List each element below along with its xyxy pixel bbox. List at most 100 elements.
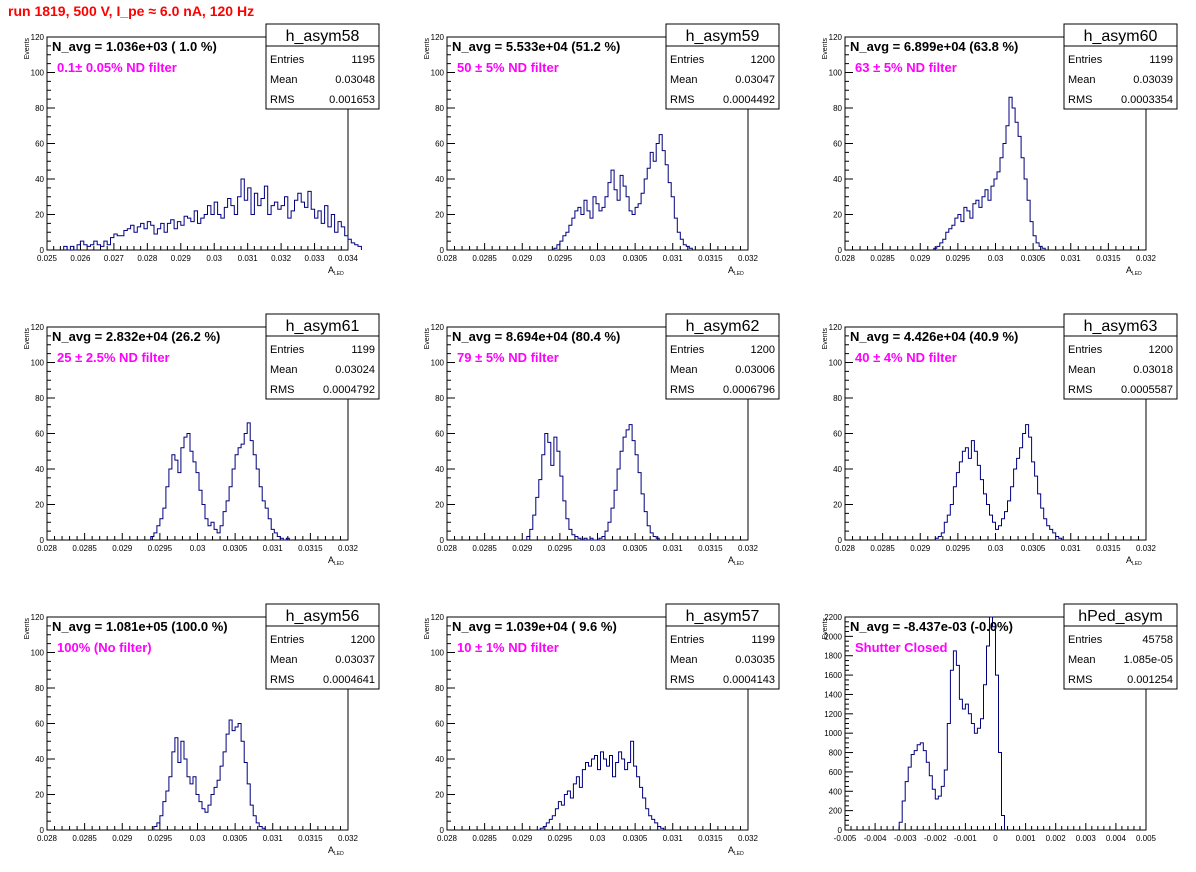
x-tick-label: 0.028	[137, 254, 158, 263]
y-tick-label: 1600	[824, 671, 842, 680]
stats-value: 0.0006796	[723, 384, 775, 396]
histogram-panel-h_asym59: 0 20 40 60 80 100 120 0.028 0.0285 0.029 0.0295 0.0…	[424, 23, 780, 277]
histogram-name: h_asym63	[1084, 318, 1158, 335]
x-tick-label: -0.002	[924, 834, 947, 843]
x-tick-label: 0.031	[238, 254, 259, 263]
x-tick-label: 0.0295	[548, 544, 573, 553]
stats-box	[265, 603, 380, 690]
x-tick-label: 0.0305	[1021, 544, 1046, 553]
stats-value: 0.0005587	[1121, 384, 1173, 396]
histogram-panel-h_asym56: 0 20 40 60 80 100 120 0.028 0.0285 0.029 0.0295 0.0…	[24, 603, 380, 857]
x-tick-label: 0.0315	[698, 834, 723, 843]
filter-label: 10 ± 1% ND filter	[457, 640, 559, 655]
x-tick-label: 0.0305	[223, 544, 248, 553]
stats-value: 0.03024	[335, 364, 375, 376]
stats-label: RMS	[670, 384, 694, 396]
x-tick-label: 0.03	[206, 254, 222, 263]
stats-value: 0.03037	[335, 654, 375, 666]
x-tick-label: 0.0285	[870, 544, 895, 553]
y-tick-label: 80	[35, 394, 44, 403]
stats-value: 0.03006	[735, 364, 775, 376]
x-axis-label: ALED	[728, 555, 744, 567]
stats-value: 0.03048	[335, 74, 375, 86]
filter-label: 79 ± 5% ND filter	[457, 350, 559, 365]
y-tick-label: 0	[440, 826, 445, 835]
x-tick-label: 0.03	[190, 544, 206, 553]
y-tick-label: 80	[35, 684, 44, 693]
x-tick-label: 0.032	[338, 834, 359, 843]
x-tick-label: 0.032	[271, 254, 292, 263]
histogram-panel-h_asym60: 0 20 40 60 80 100 120 0.028 0.0285 0.029 0.0295 0.0…	[822, 23, 1178, 277]
x-tick-label: 0.001	[1016, 834, 1037, 843]
x-tick-label: 0.029	[512, 544, 533, 553]
n-avg-annotation: N_avg = 1.039e+04 ( 9.6 %)	[452, 619, 617, 634]
x-tick-label: 0.031	[663, 544, 684, 553]
n-avg-annotation: N_avg = 2.832e+04 (26.2 %)	[52, 329, 220, 344]
x-tick-label: 0.0295	[148, 544, 173, 553]
y-tick-label: 60	[833, 430, 842, 439]
n-avg-annotation: N_avg = 8.694e+04 (80.4 %)	[452, 329, 620, 344]
x-tick-label: 0.032	[738, 834, 759, 843]
stats-value: 0.0004492	[723, 94, 775, 106]
n-avg-annotation: N_avg = 1.081e+05 (100.0 %)	[52, 619, 228, 634]
x-tick-label: 0.031	[663, 254, 684, 263]
x-tick-label: 0.0315	[698, 254, 723, 263]
histogram-panel-hPed_asym: 0 200 400 600 800 1000 1200 1400 1600 1800 2000 220…	[822, 603, 1178, 843]
y-tick-label: 2200	[824, 613, 842, 622]
x-tick-label: 0.028	[437, 834, 458, 843]
x-tick-label: 0.03	[590, 834, 606, 843]
histogram-panel-h_asym62: 0 20 40 60 80 100 120 0.028 0.0285 0.029 0.0295 0.0…	[424, 313, 780, 567]
stats-label: Entries	[670, 54, 705, 66]
y-tick-label: 1200	[824, 710, 842, 719]
y-tick-label: 800	[829, 749, 843, 758]
y-tick-label: 0	[838, 536, 843, 545]
y-tick-label: 400	[829, 787, 843, 796]
n-avg-annotation: N_avg = 1.036e+03 ( 1.0 %)	[52, 39, 217, 54]
histogram-name: h_asym58	[286, 28, 360, 45]
x-tick-label: 0	[993, 834, 998, 843]
y-tick-label: 0	[40, 536, 45, 545]
run-title: run 1819, 500 V, I_pe ≈ 6.0 nA, 120 Hz	[8, 3, 255, 19]
histogram-series	[934, 424, 1063, 540]
stats-label: RMS	[670, 674, 694, 686]
x-tick-label: 0.0305	[623, 544, 648, 553]
x-axis-label: ALED	[328, 265, 344, 277]
stats-label: Entries	[670, 344, 705, 356]
stats-label: Entries	[1068, 634, 1103, 646]
stats-box	[1063, 603, 1178, 690]
y-tick-label: 40	[435, 175, 444, 184]
stats-value: 1.085e-05	[1123, 654, 1173, 666]
x-axis-label: ALED	[728, 265, 744, 277]
stats-label: RMS	[1068, 384, 1092, 396]
x-tick-label: 0.032	[738, 254, 759, 263]
y-tick-label: 20	[35, 791, 44, 800]
x-tick-label: 0.029	[512, 254, 533, 263]
x-tick-label: 0.026	[70, 254, 91, 263]
y-tick-label: 100	[829, 359, 843, 368]
histogram-series	[153, 719, 266, 830]
y-tick-label: 20	[833, 501, 842, 510]
y-tick-label: 100	[431, 69, 445, 78]
stats-label: Entries	[270, 54, 305, 66]
y-tick-label: 200	[829, 807, 843, 816]
y-tick-label: 40	[35, 755, 44, 764]
filter-label: 63 ± 5% ND filter	[855, 60, 957, 75]
stats-label: Entries	[1068, 54, 1103, 66]
y-tick-label: 80	[833, 394, 842, 403]
x-tick-label: 0.0285	[472, 834, 497, 843]
filter-label: Shutter Closed	[855, 640, 948, 655]
stats-value: 45758	[1142, 634, 1173, 646]
stats-value: 0.03035	[735, 654, 775, 666]
x-tick-label: 0.0305	[1021, 254, 1046, 263]
stats-label: Mean	[270, 74, 298, 86]
y-tick-label: 600	[829, 768, 843, 777]
y-tick-label: 20	[435, 791, 444, 800]
stats-value: 1200	[351, 634, 375, 646]
x-tick-label: 0.0295	[148, 834, 173, 843]
x-tick-label: 0.0285	[72, 544, 97, 553]
stats-value: 0.001254	[1127, 674, 1173, 686]
y-tick-label: 120	[829, 33, 843, 42]
x-tick-label: 0.0295	[548, 834, 573, 843]
stats-box	[665, 603, 780, 690]
histogram-name: h_asym57	[686, 608, 760, 625]
